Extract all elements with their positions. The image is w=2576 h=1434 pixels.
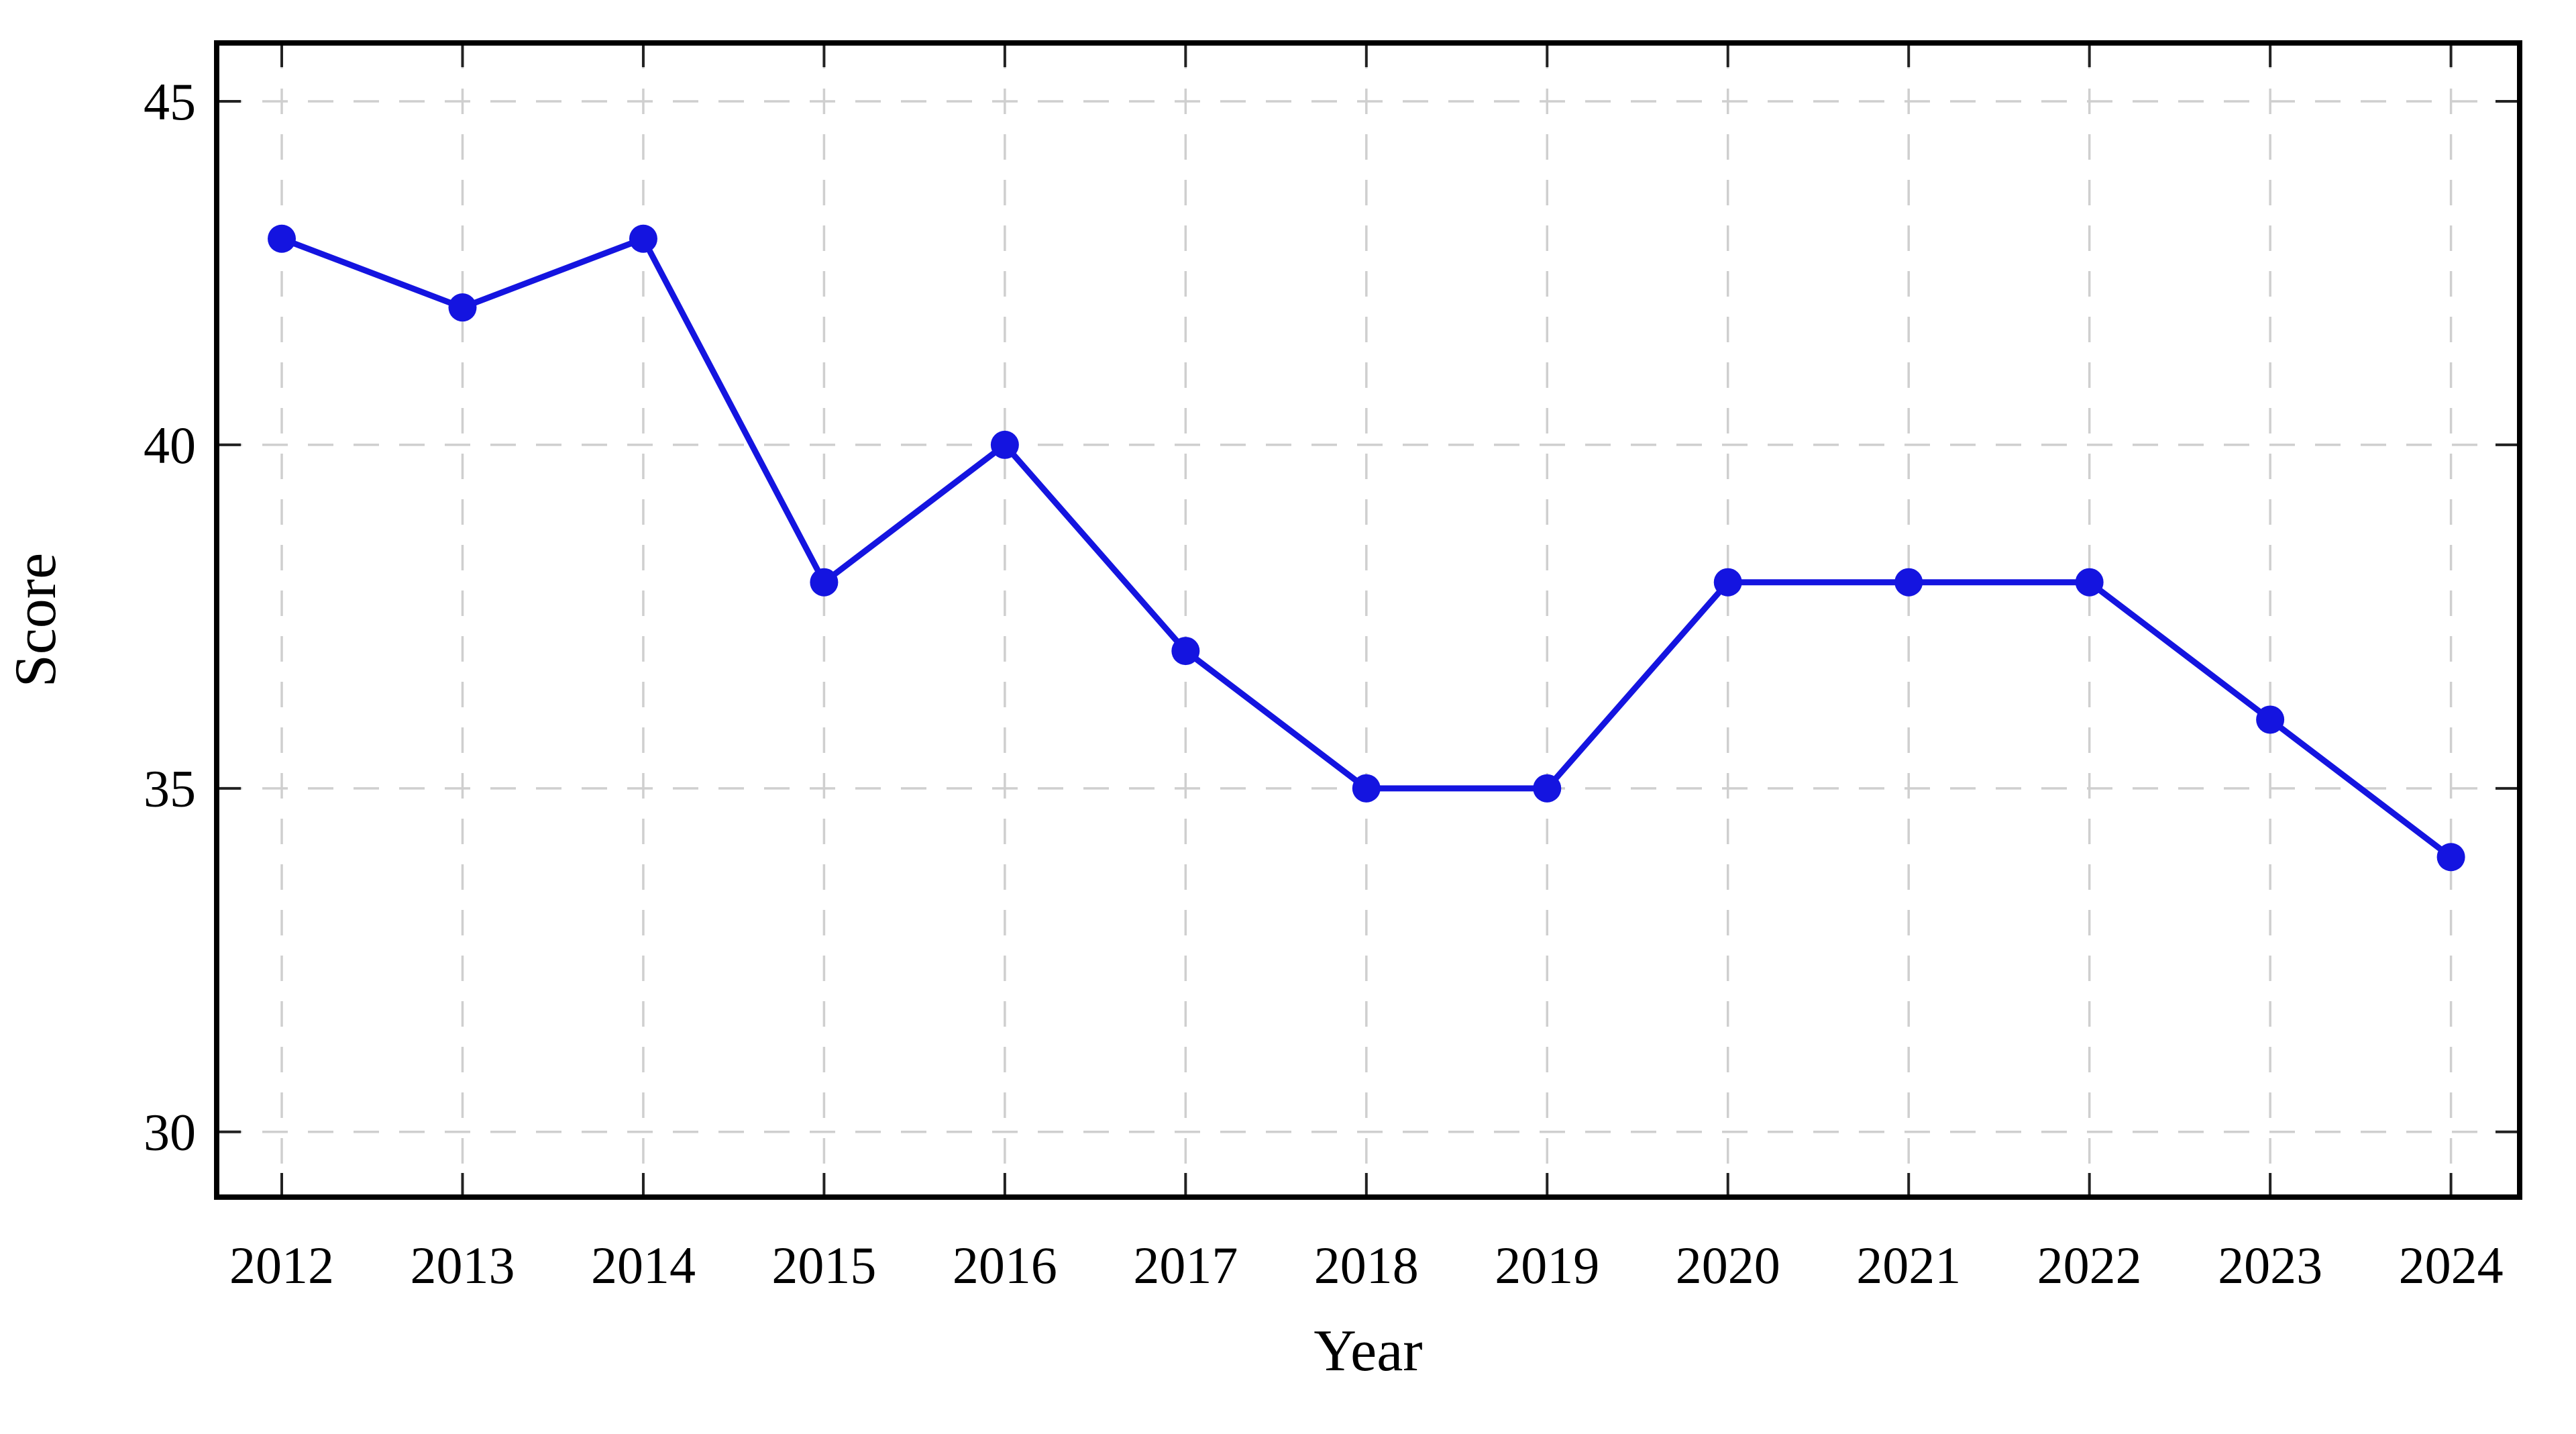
- x-tick-label: 2019: [1495, 1236, 1599, 1294]
- data-point-2021: [1894, 568, 1923, 597]
- data-point-2022: [2075, 568, 2104, 597]
- y-tick-label: 40: [144, 416, 196, 474]
- x-tick-labels: 2012 2013 2014 2015 2016 2017 2018 2019 2020 2021…: [229, 1236, 2504, 1294]
- data-point-2013: [448, 293, 477, 322]
- x-tick-label: 2013: [410, 1236, 515, 1294]
- x-tick-label: 2024: [2399, 1236, 2504, 1294]
- data-point-2023: [2256, 705, 2285, 734]
- x-tick-label: 2021: [1856, 1236, 1961, 1294]
- x-tick-label: 2015: [771, 1236, 876, 1294]
- x-tick-label: 2016: [953, 1236, 1057, 1294]
- x-tick-label: 2014: [591, 1236, 696, 1294]
- y-axis-label: Score: [3, 553, 68, 687]
- data-point-2012: [268, 224, 297, 253]
- y-tick-label: 30: [144, 1103, 196, 1162]
- data-point-2019: [1533, 774, 1562, 803]
- x-tick-label: 2023: [2218, 1236, 2322, 1294]
- x-tick-label: 2022: [2037, 1236, 2142, 1294]
- x-axis-label: Year: [1313, 1319, 1422, 1384]
- y-tick-label: 45: [144, 72, 196, 131]
- data-point-2016: [990, 430, 1019, 459]
- data-point-2020: [1713, 568, 1742, 597]
- plot-border-box: [214, 40, 2522, 1200]
- y-tick-label: 35: [144, 760, 196, 818]
- data-series: [268, 224, 2465, 872]
- axis-tick-marks: [217, 43, 2520, 1197]
- y-tick-labels: 30 35 40 45: [144, 72, 196, 1162]
- data-point-2017: [1171, 637, 1200, 666]
- data-point-2015: [810, 568, 839, 597]
- data-point-2024: [2436, 843, 2465, 872]
- data-point-2018: [1352, 774, 1381, 803]
- x-tick-label: 2018: [1314, 1236, 1419, 1294]
- data-point-2014: [629, 224, 657, 253]
- x-tick-label: 2012: [229, 1236, 334, 1294]
- x-tick-label: 2020: [1676, 1236, 1780, 1294]
- x-tick-label: 2017: [1133, 1236, 1238, 1294]
- plot-border: [214, 40, 2522, 1200]
